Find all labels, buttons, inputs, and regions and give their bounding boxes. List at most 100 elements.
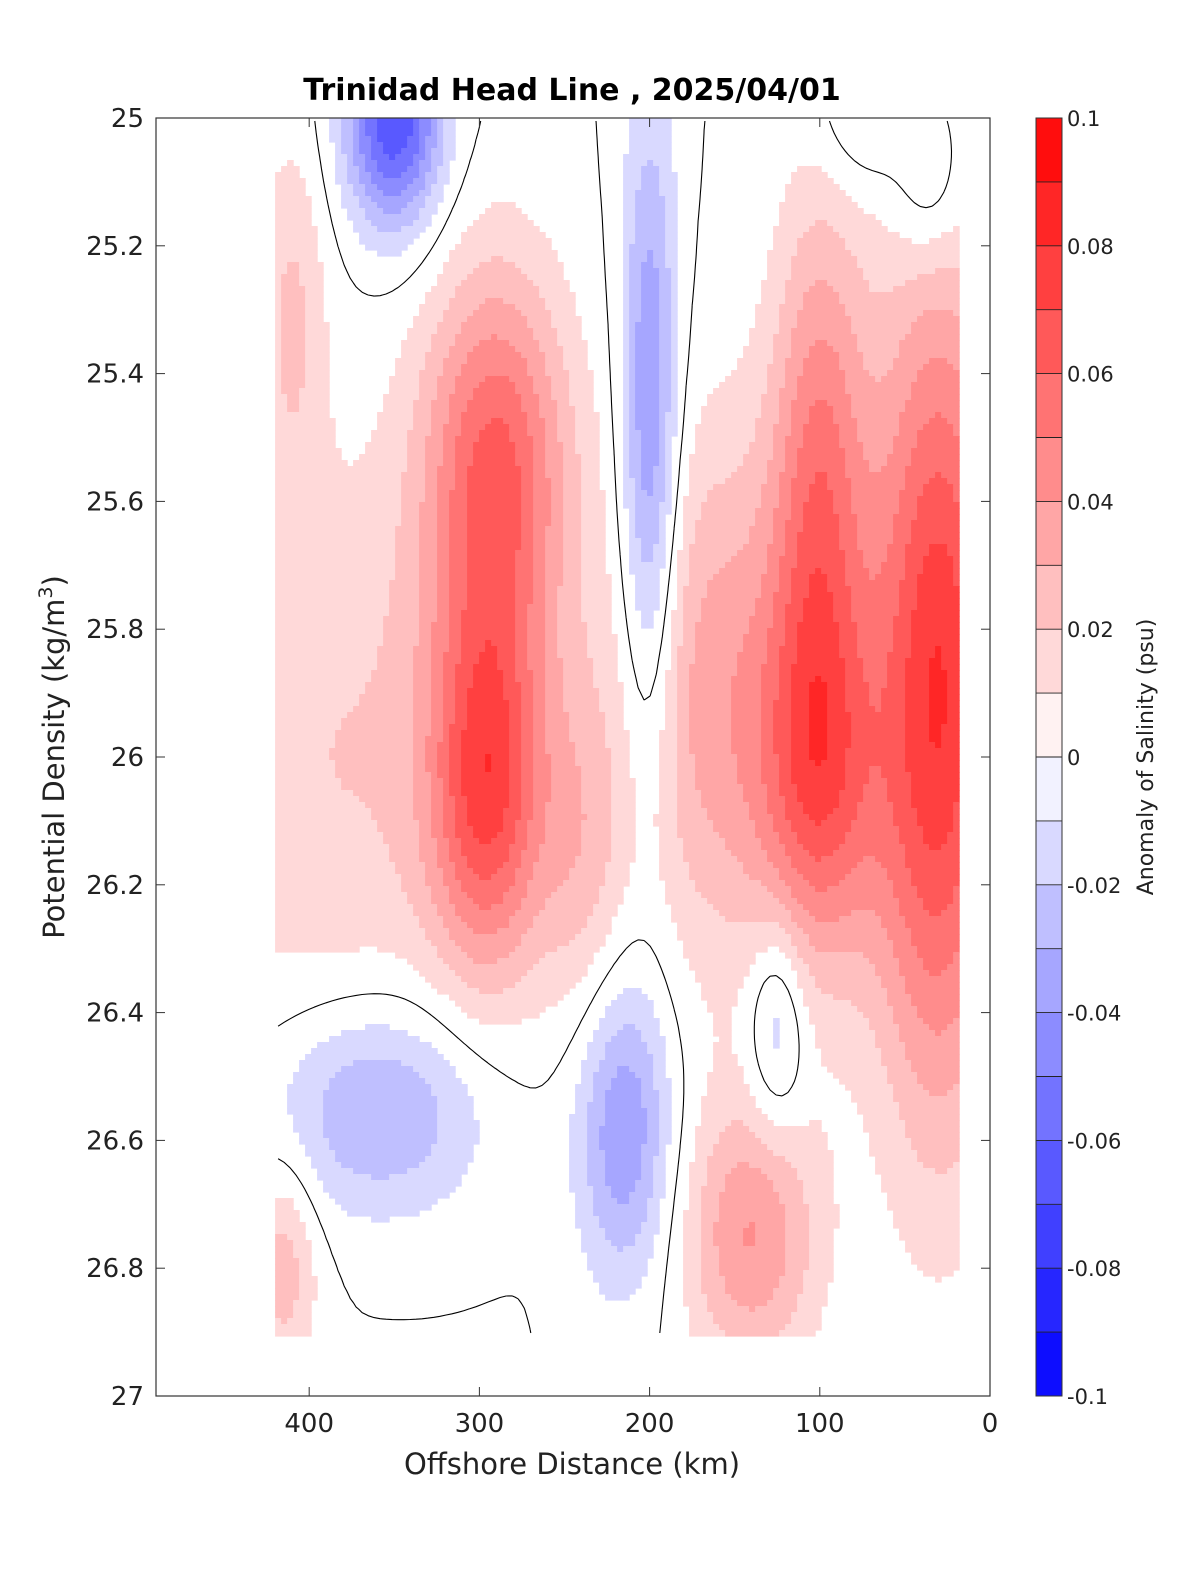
contour-band-cell xyxy=(719,1036,732,1043)
contour-band-cell xyxy=(671,382,678,389)
contour-band-cell xyxy=(299,1276,318,1283)
contour-band-cell xyxy=(461,280,534,287)
contour-band-cell xyxy=(767,460,786,467)
contour-band-cell xyxy=(743,1234,756,1241)
contour-band-cell xyxy=(449,490,468,497)
contour-band-cell xyxy=(545,550,564,557)
contour-band-cell xyxy=(761,754,780,761)
contour-band-cell xyxy=(449,256,492,263)
contour-band-cell xyxy=(413,808,432,815)
contour-band-cell xyxy=(893,1012,918,1019)
contour-band-cell xyxy=(899,418,930,425)
contour-band-cell xyxy=(275,442,336,449)
contour-band-cell xyxy=(689,1180,708,1187)
contour-band-cell xyxy=(287,1318,312,1325)
contour-band-cell xyxy=(473,394,522,401)
contour-band-cell xyxy=(587,1114,606,1121)
contour-band-cell xyxy=(785,1216,810,1223)
contour-band-cell xyxy=(515,634,528,641)
contour-band-cell xyxy=(947,670,960,677)
contour-band-cell xyxy=(767,634,786,641)
contour-band-cell xyxy=(425,484,438,491)
contour-band-cell xyxy=(665,724,678,731)
contour-band-cell xyxy=(425,880,444,887)
contour-band-cell xyxy=(359,796,414,803)
contour-band-cell xyxy=(827,694,846,701)
contour-band-cell xyxy=(677,766,696,773)
contour-band-cell xyxy=(611,1084,642,1091)
contour-band-cell xyxy=(665,682,678,689)
contour-band-cell xyxy=(551,310,576,317)
contour-band-cell xyxy=(365,244,408,251)
contour-band-cell xyxy=(443,778,450,785)
contour-band-cell xyxy=(581,484,600,491)
contour-band-cell xyxy=(905,544,930,551)
contour-band-cell xyxy=(761,1168,798,1175)
contour-band-cell xyxy=(779,490,792,497)
contour-band-cell xyxy=(767,790,780,797)
contour-band-cell xyxy=(521,736,534,743)
contour-band-cell xyxy=(707,592,762,599)
contour-band-cell xyxy=(449,772,462,779)
contour-band-cell xyxy=(797,838,846,845)
contour-band-cell xyxy=(533,574,546,581)
contour-band-cell xyxy=(623,412,630,419)
contour-band-cell xyxy=(881,772,912,779)
contour-band-cell xyxy=(785,1222,810,1229)
contour-band-cell xyxy=(665,202,678,209)
contour-band-cell xyxy=(593,1192,612,1199)
contour-band-cell xyxy=(779,388,798,395)
contour-band-cell xyxy=(857,622,894,629)
contour-band-cell xyxy=(761,844,786,851)
contour-band-cell xyxy=(449,640,462,647)
contour-band-cell xyxy=(803,520,840,527)
contour-band-cell xyxy=(677,796,702,803)
contour-band-cell xyxy=(677,832,720,839)
contour-band-cell xyxy=(623,208,636,215)
contour-band-cell xyxy=(653,1156,666,1163)
contour-band-cell xyxy=(803,904,900,911)
contour-band-cell xyxy=(521,514,534,521)
contour-band-cell xyxy=(521,496,534,503)
contour-band-cell xyxy=(827,814,858,821)
contour-band-cell xyxy=(797,640,840,647)
contour-band-cell xyxy=(695,1150,714,1157)
contour-band-cell xyxy=(275,772,336,779)
contour-band-cell xyxy=(761,838,780,845)
contour-band-cell xyxy=(377,124,414,131)
contour-band-cell xyxy=(701,1192,720,1199)
contour-band-cell xyxy=(473,220,534,227)
contour-band-cell xyxy=(749,622,774,629)
contour-band-cell xyxy=(461,730,510,737)
contour-band-cell xyxy=(653,1168,666,1175)
contour-band-cell xyxy=(515,982,576,989)
contour-band-cell xyxy=(431,712,444,719)
contour-band-cell xyxy=(287,1102,324,1109)
contour-band-cell xyxy=(533,490,552,497)
contour-band-cell xyxy=(689,676,732,683)
contour-band-cell xyxy=(365,154,372,161)
contour-band-cell xyxy=(755,598,774,605)
contour-band-cell xyxy=(431,166,438,173)
contour-band-cell xyxy=(401,880,426,887)
contour-band-cell xyxy=(887,928,912,935)
contour-band-cell xyxy=(953,826,960,833)
contour-band-cell xyxy=(407,898,432,905)
contour-band-cell xyxy=(857,418,900,425)
contour-band-cell xyxy=(443,676,456,683)
contour-band-cell xyxy=(581,490,606,497)
colorbar-band xyxy=(1036,820,1062,886)
contour-band-cell xyxy=(749,442,774,449)
contour-band-cell xyxy=(533,748,546,755)
contour-band-cell xyxy=(449,532,468,539)
contour-band-cell xyxy=(725,376,768,383)
contour-band-cell xyxy=(533,802,546,809)
contour-band-cell xyxy=(275,460,348,467)
contour-band-cell xyxy=(425,748,438,755)
contour-band-cell xyxy=(683,952,756,959)
contour-band-cell xyxy=(929,478,948,485)
contour-band-cell xyxy=(341,718,414,725)
contour-band-cell xyxy=(671,340,678,347)
contour-band-cell xyxy=(449,838,462,845)
contour-band-cell xyxy=(737,658,768,665)
